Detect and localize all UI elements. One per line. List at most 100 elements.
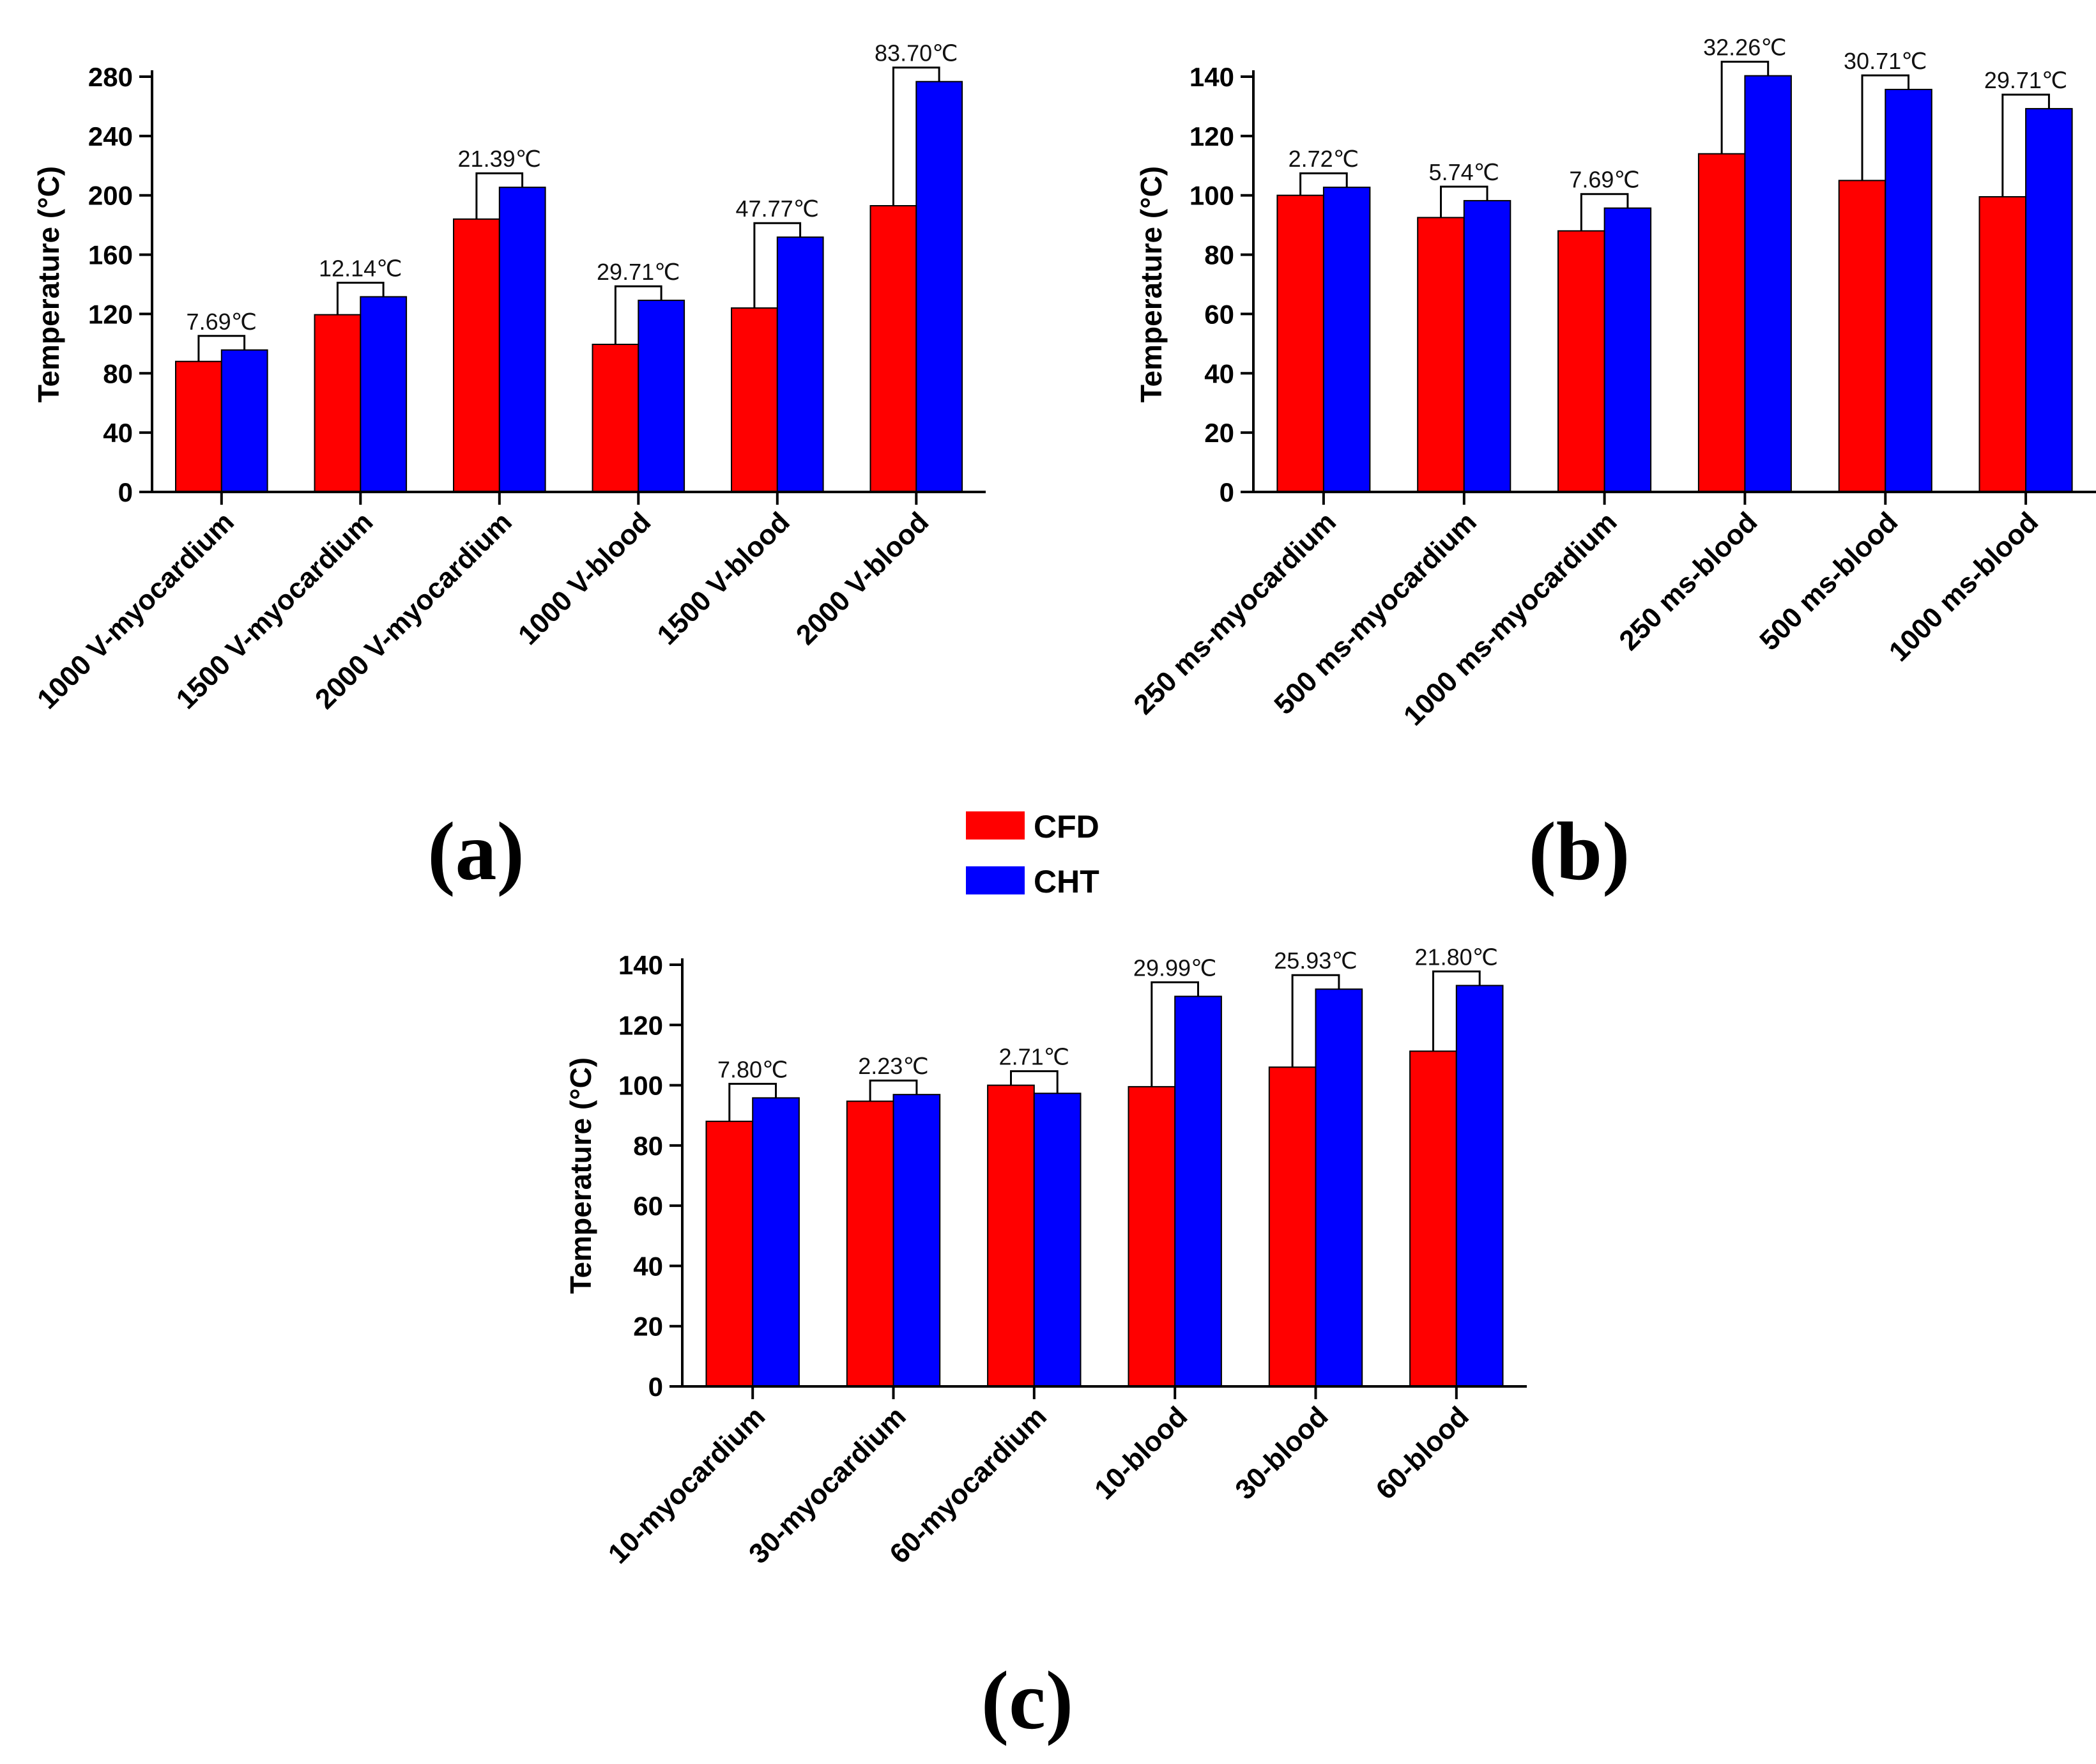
y-tick-label-c-2: 40 <box>633 1251 663 1281</box>
x-tick-label-a-3: 1000 V-blood <box>512 506 657 651</box>
x-tick-label-b-3: 250 ms-blood <box>1613 506 1763 656</box>
y-tick-label-c-5: 100 <box>618 1071 663 1101</box>
bar-cfd-c-0 <box>705 1121 754 1387</box>
y-tick-label-a-4: 160 <box>88 240 133 270</box>
bar-cht-a-1 <box>360 296 408 493</box>
y-tick-label-c-4: 80 <box>633 1131 663 1161</box>
bar-cht-b-5 <box>2025 108 2073 493</box>
bar-cfd-b-4 <box>1838 180 1886 493</box>
x-tick-label-c-3: 10-blood <box>1089 1400 1193 1505</box>
difference-bracket-b-3 <box>1720 61 1770 154</box>
y-tick-label-a-7: 280 <box>88 62 133 92</box>
difference-label-b-3: 32.26℃ <box>1703 35 1787 61</box>
difference-bracket-b-1 <box>1440 185 1488 218</box>
x-tick-label-a-5: 2000 V-blood <box>790 506 935 651</box>
difference-bracket-a-3 <box>614 285 662 344</box>
y-tick-label-b-0: 0 <box>1220 477 1234 507</box>
bar-cfd-b-3 <box>1697 153 1746 493</box>
y-tick-label-a-5: 200 <box>88 181 133 211</box>
y-tick-label-b-3: 60 <box>1204 299 1234 329</box>
difference-label-b-0: 2.72℃ <box>1289 146 1359 172</box>
bar-cht-c-5 <box>1455 985 1504 1387</box>
x-tick-label-c-2: 60-myocardium <box>884 1400 1053 1570</box>
x-tick-label-c-5: 60-blood <box>1370 1400 1475 1505</box>
difference-bracket-c-5 <box>1432 970 1481 1052</box>
bar-cfd-a-5 <box>869 205 917 493</box>
bar-cht-c-3 <box>1174 995 1222 1387</box>
bar-cht-a-2 <box>498 187 546 493</box>
y-axis-title-c: Temperature (°C) <box>564 1057 597 1294</box>
difference-bracket-c-3 <box>1151 981 1199 1087</box>
difference-label-a-0: 7.69℃ <box>187 309 257 335</box>
difference-label-c-0: 7.80℃ <box>717 1056 788 1082</box>
panel-label-b: (b) <box>1529 806 1630 898</box>
difference-label-a-5: 83.70℃ <box>875 40 958 66</box>
y-tick-label-b-2: 40 <box>1204 358 1234 388</box>
bar-cfd-a-3 <box>592 344 639 493</box>
bar-cht-a-4 <box>776 236 824 493</box>
bar-cfd-b-2 <box>1557 230 1605 493</box>
y-tick-label-b-5: 100 <box>1190 181 1234 211</box>
bar-cfd-a-0 <box>175 360 222 493</box>
bar-cht-b-3 <box>1744 75 1792 493</box>
y-tick-label-c-1: 20 <box>633 1312 663 1342</box>
difference-label-b-4: 30.71℃ <box>1844 48 1927 74</box>
y-tick-label-a-0: 0 <box>118 477 133 507</box>
bar-cfd-c-2 <box>987 1084 1035 1387</box>
difference-bracket-a-2 <box>475 172 524 219</box>
difference-label-a-4: 47.77℃ <box>736 196 820 222</box>
bar-cfd-a-4 <box>731 307 778 493</box>
bar-cht-c-4 <box>1315 988 1363 1387</box>
y-tick-label-c-7: 140 <box>618 950 663 980</box>
y-axis-title-a: Temperature (°C) <box>32 166 65 403</box>
bar-cht-b-4 <box>1885 89 1932 493</box>
bar-cht-c-2 <box>1033 1093 1082 1388</box>
y-tick-label-a-6: 240 <box>88 121 133 151</box>
y-axis-title-b: Temperature (°C) <box>1135 166 1168 403</box>
legend: CFD CHT <box>966 809 1099 900</box>
y-tick-label-c-6: 120 <box>618 1010 663 1040</box>
bar-cfd-a-2 <box>453 218 500 493</box>
chart-panel-c: 7.80℃10-myocardium2.23℃30-myocardium2.71… <box>564 944 1527 1570</box>
difference-label-c-1: 2.23℃ <box>858 1053 929 1079</box>
difference-bracket-a-5 <box>892 66 940 206</box>
y-tick-label-b-1: 20 <box>1204 418 1234 448</box>
bar-cfd-c-5 <box>1409 1050 1457 1388</box>
x-tick-label-c-4: 30-blood <box>1229 1400 1334 1505</box>
bar-cfd-c-3 <box>1128 1085 1176 1388</box>
bar-cfd-b-1 <box>1417 217 1465 493</box>
legend-swatch-cfd <box>966 811 1025 840</box>
bar-cht-c-1 <box>892 1094 941 1387</box>
bar-cht-a-5 <box>915 81 963 493</box>
x-tick-label-b-4: 500 ms-blood <box>1754 506 1904 656</box>
difference-label-b-5: 29.71℃ <box>1984 67 2068 93</box>
difference-label-b-1: 5.74℃ <box>1429 159 1500 185</box>
bar-cfd-a-1 <box>314 314 362 493</box>
panel-label-a: (a) <box>427 806 524 898</box>
bar-cht-c-0 <box>752 1097 800 1388</box>
difference-label-a-1: 12.14℃ <box>319 256 402 282</box>
y-tick-label-a-2: 80 <box>103 358 133 388</box>
y-tick-label-b-6: 120 <box>1190 121 1234 151</box>
y-tick-label-a-3: 120 <box>88 299 133 329</box>
bar-cht-b-1 <box>1463 200 1511 493</box>
difference-bracket-b-0 <box>1299 172 1348 196</box>
difference-label-c-3: 29.99℃ <box>1133 955 1217 981</box>
y-tick-label-c-0: 0 <box>648 1372 663 1402</box>
difference-bracket-b-4 <box>1861 74 1909 181</box>
x-tick-label-a-4: 1500 V-blood <box>651 506 796 651</box>
y-tick-label-b-4: 80 <box>1204 240 1234 270</box>
difference-bracket-c-2 <box>1010 1070 1059 1094</box>
difference-bracket-c-0 <box>728 1082 777 1122</box>
difference-bracket-c-4 <box>1291 974 1340 1068</box>
legend-swatch-cht <box>966 866 1025 894</box>
difference-label-a-2: 21.39℃ <box>458 146 542 172</box>
difference-bracket-a-4 <box>753 222 802 309</box>
difference-bracket-c-1 <box>869 1079 918 1101</box>
bar-cfd-b-5 <box>1978 196 2026 493</box>
difference-label-c-4: 25.93℃ <box>1274 947 1358 974</box>
y-tick-label-b-7: 140 <box>1190 62 1234 92</box>
